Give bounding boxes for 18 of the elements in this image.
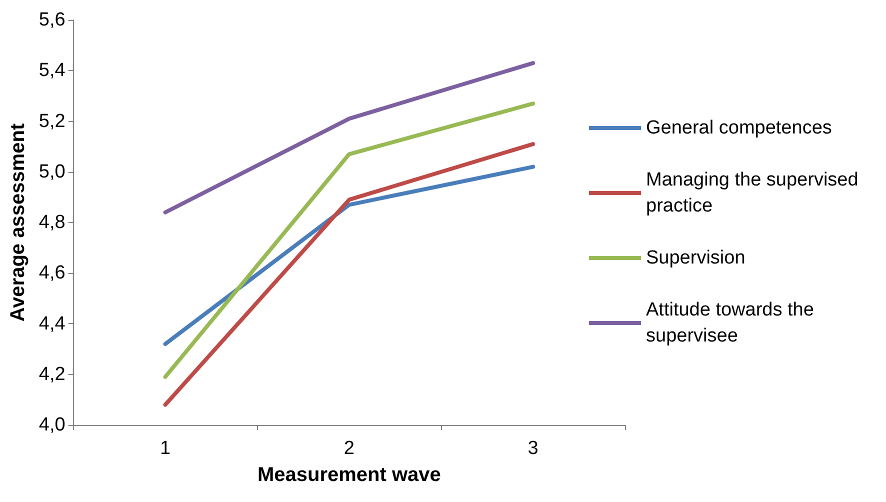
x-tick-label: 1: [160, 438, 171, 459]
y-tick-label: 4,0: [38, 414, 66, 436]
y-tick-label: 5,2: [38, 110, 66, 132]
legend-label: General competences: [646, 118, 832, 138]
x-tick-label: 2: [344, 438, 354, 459]
y-axis-title: Average assessment: [7, 123, 29, 322]
legend-label: Supervision: [646, 248, 746, 268]
y-tick-label: 5,4: [38, 60, 66, 82]
y-tick-label: 4,8: [38, 212, 66, 233]
legend-label: Attitude towards the supervisee: [646, 300, 820, 346]
y-tick-label: 4,4: [38, 313, 66, 334]
y-tick-label: 5,0: [38, 161, 66, 182]
legend-label: Managing the supervised practice: [646, 170, 864, 216]
y-tick-label: 4,6: [38, 262, 66, 284]
y-tick-label: 4,2: [38, 364, 66, 385]
y-tick-label: 5,6: [38, 10, 66, 30]
x-tick-label: 3: [528, 438, 538, 459]
x-axis-title: Measurement wave: [257, 464, 441, 486]
